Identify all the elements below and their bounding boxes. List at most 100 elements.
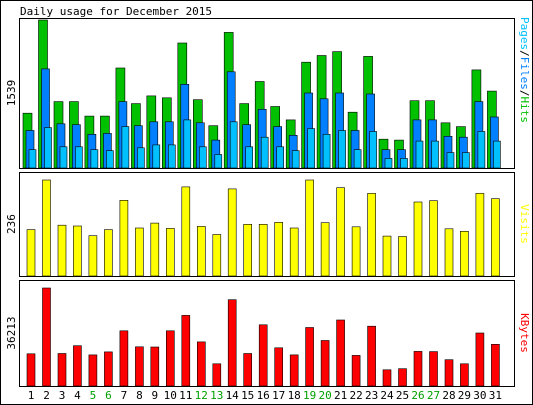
visits-panel-legend: Visits bbox=[518, 204, 531, 244]
pages-bar-day-6 bbox=[106, 150, 114, 169]
day-label-20: 20 bbox=[318, 389, 331, 402]
legend-sep-2: / bbox=[518, 90, 531, 97]
visits-bar-day-22 bbox=[351, 226, 361, 277]
pages-bar-day-4 bbox=[75, 146, 83, 169]
visits-bar-day-15 bbox=[243, 224, 252, 277]
day-label-5: 5 bbox=[90, 389, 97, 402]
pages-bar-day-3 bbox=[59, 146, 68, 169]
kbytes-panel-legend: KBytes bbox=[518, 313, 531, 353]
kbytes-bar-day-18 bbox=[289, 354, 299, 387]
visits-bar-day-18 bbox=[289, 227, 299, 277]
day-label-10: 10 bbox=[164, 389, 177, 402]
kbytes-bar-day-9 bbox=[150, 346, 160, 387]
hits-panel-legend: Pages/Files/Hits bbox=[518, 17, 531, 123]
visits-bar-day-2 bbox=[42, 179, 51, 277]
kbytes-bar-day-2 bbox=[42, 287, 51, 387]
kbytes-bar-day-4 bbox=[73, 345, 82, 387]
pages-bar-day-14 bbox=[229, 121, 238, 169]
visits-bar-day-21 bbox=[336, 187, 345, 277]
day-label-19: 19 bbox=[303, 389, 316, 402]
visits-bar-day-5 bbox=[88, 235, 98, 277]
kbytes-bar-day-15 bbox=[243, 353, 252, 387]
day-label-17: 17 bbox=[272, 389, 285, 402]
pages-bar-day-8 bbox=[137, 147, 145, 169]
visits-bar-day-20 bbox=[320, 222, 330, 277]
pages-bar-day-21 bbox=[338, 130, 346, 169]
kbytes-bar-day-7 bbox=[119, 330, 129, 387]
pages-bar-day-27 bbox=[431, 140, 439, 169]
visits-bar-day-12 bbox=[197, 226, 206, 277]
day-label-4: 4 bbox=[74, 389, 81, 402]
day-label-25: 25 bbox=[396, 389, 409, 402]
kbytes-bar-day-13 bbox=[212, 363, 222, 387]
kbytes-bar-day-16 bbox=[258, 324, 268, 387]
visits-bar-day-8 bbox=[135, 227, 144, 277]
kbytes-bar-day-28 bbox=[444, 359, 454, 387]
day-label-13: 13 bbox=[210, 389, 223, 402]
visits-bar-day-11 bbox=[181, 186, 191, 277]
pages-bar-day-23 bbox=[369, 131, 377, 169]
kbytes-bar-day-24 bbox=[382, 369, 392, 387]
pages-bar-day-22 bbox=[353, 149, 362, 169]
day-label-12: 12 bbox=[195, 389, 208, 402]
kbytes-bar-day-5 bbox=[88, 354, 98, 387]
day-label-28: 28 bbox=[442, 389, 455, 402]
visits-bar-day-7 bbox=[119, 200, 129, 277]
day-label-21: 21 bbox=[334, 389, 347, 402]
visits-bar-day-27 bbox=[429, 200, 438, 277]
day-label-16: 16 bbox=[257, 389, 270, 402]
day-label-2: 2 bbox=[43, 389, 50, 402]
kbytes-bar-day-1 bbox=[26, 353, 36, 387]
pages-bar-day-28 bbox=[446, 152, 455, 169]
day-label-24: 24 bbox=[380, 389, 394, 402]
day-label-1: 1 bbox=[28, 389, 35, 402]
kbytes-bar-day-26 bbox=[413, 351, 423, 387]
visits-bar-day-31 bbox=[491, 198, 500, 277]
pages-bar-day-2 bbox=[44, 127, 52, 169]
kbytes-bar-day-8 bbox=[135, 346, 144, 387]
pages-bar-day-1 bbox=[28, 149, 37, 169]
visits-bar-day-17 bbox=[274, 222, 284, 277]
pages-bar-day-9 bbox=[152, 144, 161, 169]
kbytes-bar-day-22 bbox=[351, 355, 361, 387]
visits-bar-day-14 bbox=[227, 188, 237, 277]
kbytes-bar-day-12 bbox=[197, 341, 206, 387]
visits-bar-day-25 bbox=[398, 236, 407, 277]
pages-bar-day-13 bbox=[214, 154, 223, 169]
visits-panel: 236 Visits bbox=[5, 172, 531, 277]
chart-title: Daily usage for December 2015 bbox=[20, 5, 212, 18]
day-label-30: 30 bbox=[473, 389, 486, 402]
day-label-22: 22 bbox=[349, 389, 362, 402]
visits-bar-day-10 bbox=[166, 228, 175, 277]
kbytes-bar-day-11 bbox=[181, 315, 191, 387]
visits-panel-max-label: 236 bbox=[5, 214, 18, 234]
pages-bar-day-24 bbox=[384, 158, 393, 169]
kbytes-bar-day-31 bbox=[491, 343, 500, 387]
visits-bar-day-23 bbox=[367, 193, 376, 277]
visits-bar-day-29 bbox=[460, 231, 469, 277]
day-label-27: 27 bbox=[427, 389, 440, 402]
pages-bar-day-29 bbox=[462, 152, 470, 169]
pages-bar-day-25 bbox=[400, 158, 408, 169]
day-label-14: 14 bbox=[226, 389, 240, 402]
day-label-6: 6 bbox=[105, 389, 112, 402]
visits-bar-day-30 bbox=[475, 193, 485, 277]
legend-hits: Hits bbox=[518, 97, 531, 124]
day-axis-labels: 1 2 3 4 5 6 7 8 9 10 11 12 13 14 15 16 17 18 19 20 21 22 23 24 2… bbox=[28, 389, 502, 402]
legend-files: Files bbox=[518, 57, 531, 90]
kbytes-bar-day-30 bbox=[475, 332, 485, 387]
kbytes-bar-day-27 bbox=[429, 351, 438, 387]
kbytes-panel: 36213 KBytes bbox=[5, 280, 531, 387]
kbytes-bar-day-10 bbox=[166, 330, 175, 387]
pages-bar-day-10 bbox=[168, 144, 176, 169]
kbytes-bar-day-6 bbox=[104, 351, 113, 387]
day-label-7: 7 bbox=[121, 389, 128, 402]
hits-panel-bars bbox=[22, 19, 501, 169]
pages-bar-day-17 bbox=[276, 146, 285, 169]
kbytes-bar-day-19 bbox=[305, 327, 314, 387]
visits-bar-day-6 bbox=[104, 229, 113, 277]
kbytes-panel-max-label: 36213 bbox=[5, 316, 18, 349]
day-label-18: 18 bbox=[288, 389, 301, 402]
pages-bar-day-20 bbox=[322, 134, 331, 169]
